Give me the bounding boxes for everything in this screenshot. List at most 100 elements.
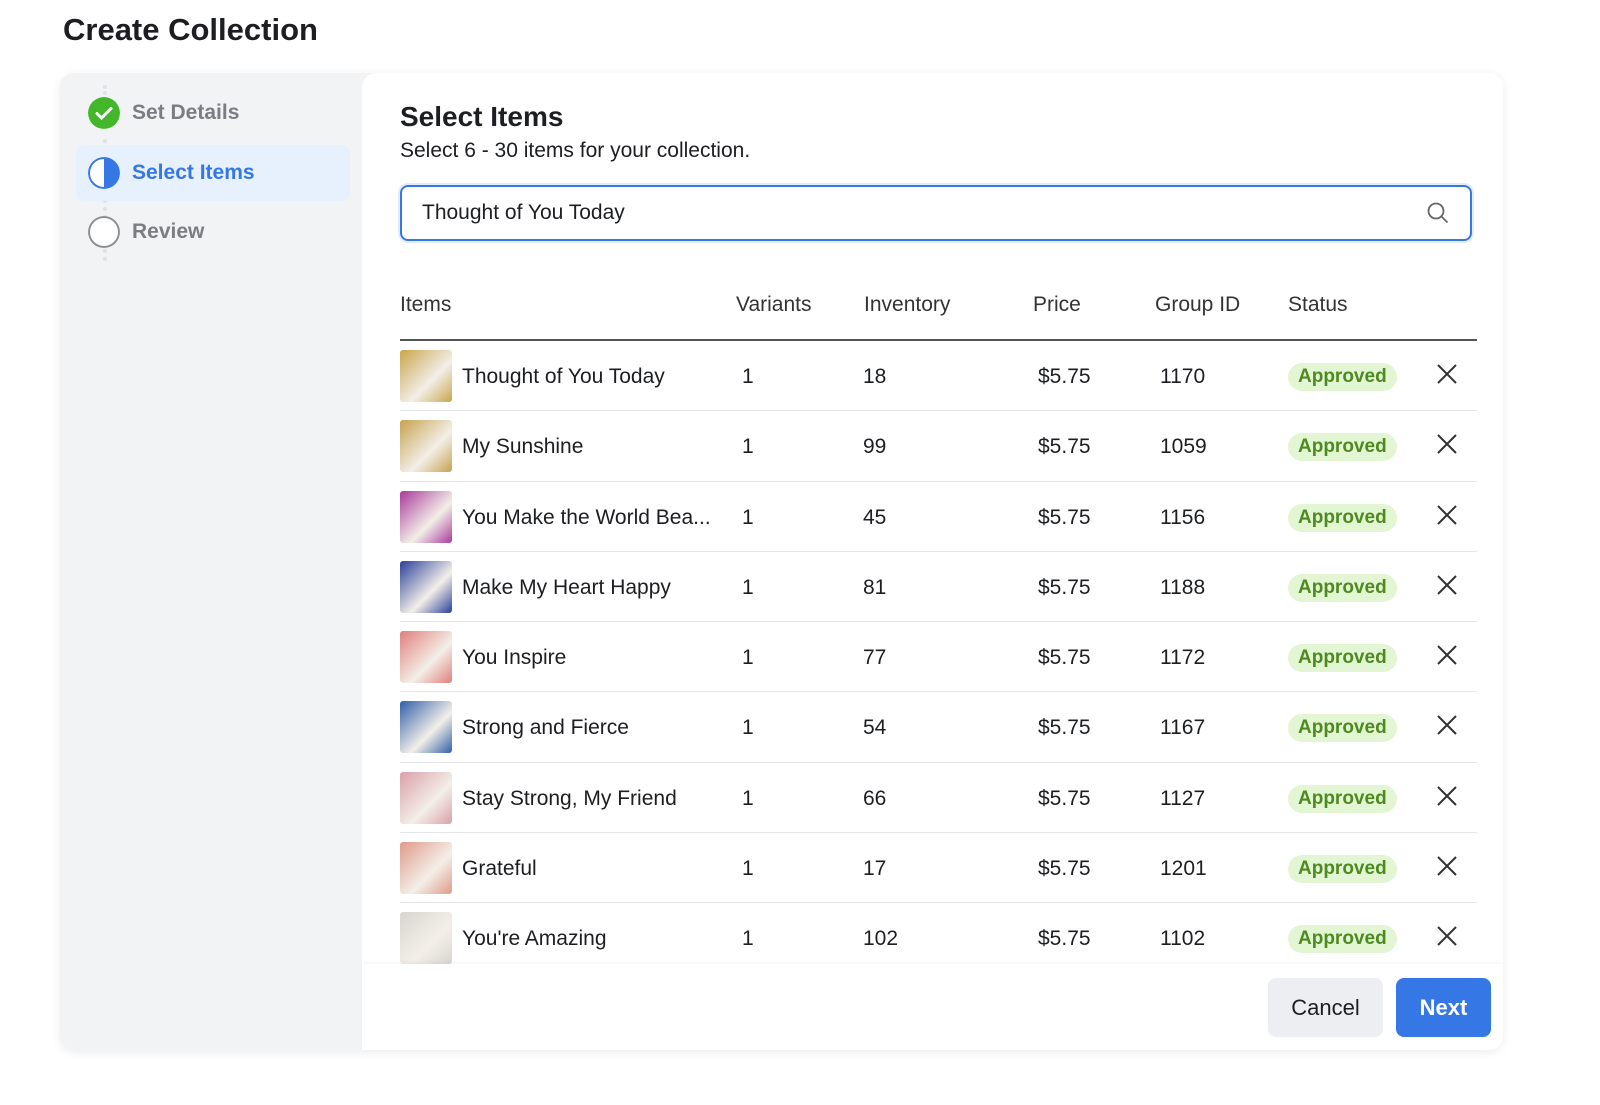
item-thumbnail: [400, 560, 452, 613]
item-price: $5.75: [1038, 716, 1091, 740]
item-inventory: 77: [863, 646, 887, 670]
item-thumbnail: [400, 631, 452, 684]
item-name: Make My Heart Happy: [462, 575, 671, 599]
status-badge: Approved: [1288, 714, 1397, 743]
status-badge: Approved: [1288, 503, 1397, 532]
item-name: Grateful: [462, 857, 537, 881]
select-items-panel: Select Items Select 6 - 30 items for you…: [362, 73, 1503, 1050]
search-value: Thought of You Today: [422, 201, 625, 224]
remove-item-button[interactable]: [1436, 570, 1458, 604]
item-group-id: 1127: [1160, 786, 1206, 810]
search-icon[interactable]: [1426, 201, 1450, 225]
item-name: Strong and Fierce: [462, 716, 629, 740]
footer: Cancel Next: [362, 964, 1503, 1050]
item-inventory: 99: [863, 435, 887, 459]
section-subtitle: Select 6 - 30 items for your collection.: [400, 139, 751, 162]
section-title: Select Items: [400, 101, 564, 132]
item-variants: 1: [742, 716, 754, 740]
remove-item-button[interactable]: [1436, 851, 1458, 885]
close-icon[interactable]: [1436, 855, 1458, 877]
item-thumbnail: [400, 842, 452, 895]
remove-item-button[interactable]: [1436, 359, 1458, 393]
remove-item-button[interactable]: [1436, 710, 1458, 744]
table-row[interactable]: Grateful 1 17 $5.75 1201 Approved: [400, 833, 1477, 904]
remove-item-button[interactable]: [1436, 640, 1458, 674]
table-row[interactable]: My Sunshine 1 99 $5.75 1059 Approved: [400, 411, 1477, 482]
close-icon[interactable]: [1436, 363, 1458, 385]
step-connector: [103, 249, 107, 261]
item-group-id: 1172: [1160, 646, 1206, 670]
status-badge: Approved: [1288, 363, 1397, 391]
empty-circle-icon: [88, 216, 120, 248]
col-items: Items: [400, 293, 452, 316]
item-name: You Make the World Bea...: [462, 505, 711, 529]
step-review[interactable]: Review: [76, 204, 350, 260]
table-row[interactable]: Thought of You Today 1 18 $5.75 1170 App…: [400, 341, 1477, 412]
item-price: $5.75: [1038, 786, 1091, 810]
table-row[interactable]: You're Amazing 1 102 $5.75 1102 Approved: [400, 903, 1477, 964]
step-set-details[interactable]: Set Details: [76, 85, 350, 141]
item-group-id: 1167: [1160, 716, 1206, 740]
item-variants: 1: [742, 505, 754, 529]
half-circle-icon: [88, 157, 120, 189]
item-variants: 1: [742, 575, 754, 599]
item-thumbnail: [400, 771, 452, 824]
cancel-button[interactable]: Cancel: [1268, 978, 1383, 1037]
items-table-body: Thought of You Today 1 18 $5.75 1170 App…: [400, 341, 1477, 964]
close-icon[interactable]: [1436, 644, 1458, 666]
stepper: Set Details Select Items Review: [60, 73, 362, 1050]
close-icon[interactable]: [1436, 925, 1458, 947]
status-badge: Approved: [1288, 433, 1397, 462]
item-group-id: 1201: [1160, 857, 1207, 881]
item-price: $5.75: [1038, 505, 1091, 529]
step-connector: [103, 199, 107, 219]
status-badge: Approved: [1288, 573, 1397, 602]
remove-item-button[interactable]: [1436, 921, 1458, 955]
col-group-id: Group ID: [1155, 293, 1241, 316]
create-collection-card: Set Details Select Items Review Select I…: [60, 73, 1503, 1050]
item-group-id: 1156: [1160, 505, 1206, 529]
table-row[interactable]: Make My Heart Happy 1 81 $5.75 1188 Appr…: [400, 552, 1477, 623]
col-inventory: Inventory: [864, 293, 951, 316]
next-button[interactable]: Next: [1396, 978, 1491, 1037]
close-icon[interactable]: [1436, 574, 1458, 596]
close-icon[interactable]: [1436, 504, 1458, 526]
item-name: You Inspire: [462, 646, 567, 670]
item-price: $5.75: [1038, 435, 1091, 459]
search-input[interactable]: Thought of You Today: [400, 185, 1472, 241]
item-inventory: 17: [863, 857, 887, 881]
check-circle-icon: [88, 97, 120, 129]
col-status: Status: [1288, 293, 1348, 316]
item-variants: 1: [742, 927, 754, 951]
step-select-items[interactable]: Select Items: [76, 145, 350, 201]
table-row[interactable]: You Make the World Bea... 1 45 $5.75 115…: [400, 482, 1477, 552]
item-inventory: 102: [863, 927, 899, 951]
step-label: Review: [132, 220, 205, 243]
col-price: Price: [1033, 293, 1081, 316]
item-inventory: 45: [863, 505, 887, 529]
close-icon[interactable]: [1436, 714, 1458, 736]
col-variants: Variants: [736, 293, 812, 316]
remove-item-button[interactable]: [1436, 781, 1458, 815]
item-group-id: 1102: [1160, 927, 1206, 951]
remove-item-button[interactable]: [1436, 500, 1458, 534]
status-badge: Approved: [1288, 784, 1397, 813]
item-thumbnail: [400, 701, 452, 754]
item-inventory: 81: [863, 575, 887, 599]
item-variants: 1: [742, 786, 754, 810]
item-name: Stay Strong, My Friend: [462, 786, 677, 810]
table-header: Items Variants Inventory Price Group ID …: [400, 283, 1477, 341]
item-inventory: 54: [863, 716, 887, 740]
item-variants: 1: [742, 365, 754, 388]
table-row[interactable]: Stay Strong, My Friend 1 66 $5.75 1127 A…: [400, 763, 1477, 834]
item-price: $5.75: [1038, 575, 1091, 599]
remove-item-button[interactable]: [1436, 429, 1458, 463]
table-row[interactable]: Strong and Fierce 1 54 $5.75 1167 Approv…: [400, 692, 1477, 763]
item-group-id: 1059: [1160, 435, 1207, 459]
close-icon[interactable]: [1436, 785, 1458, 807]
item-price: $5.75: [1038, 927, 1091, 951]
table-row[interactable]: You Inspire 1 77 $5.75 1172 Approved: [400, 622, 1477, 693]
item-inventory: 66: [863, 786, 887, 810]
close-icon[interactable]: [1436, 433, 1458, 455]
item-name: You're Amazing: [462, 927, 607, 951]
